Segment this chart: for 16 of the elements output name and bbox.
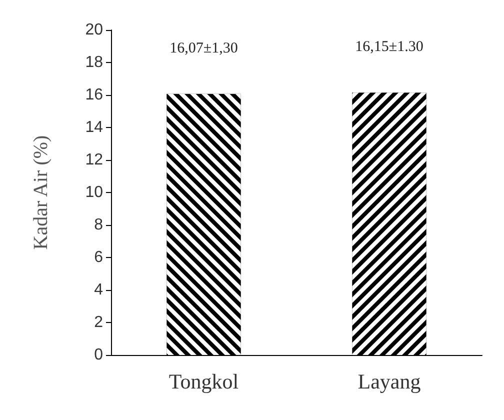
y-tick-label: 6 [94, 249, 104, 266]
y-tick-label: 4 [94, 282, 104, 298]
y-tick-label: 18 [85, 54, 104, 71]
y-tick-label: 0 [94, 346, 104, 364]
data-label: 16,07±1,30 [170, 40, 238, 56]
x-tick-label: Tongkol [168, 370, 239, 394]
y-tick-label: 20 [85, 22, 104, 38]
x-tick-label: Layang [358, 370, 422, 394]
y-tick-label: 16 [85, 86, 104, 104]
y-tick-label: 8 [94, 216, 104, 234]
y-axis-title: Kadar Air (%) [30, 135, 52, 250]
y-tick-label: 2 [94, 314, 104, 331]
y-tick-label: 12 [85, 152, 104, 168]
y-tick-label: 10 [85, 184, 104, 201]
data-label: 16,15±1.30 [355, 39, 424, 56]
y-tick-label: 14 [85, 119, 104, 136]
